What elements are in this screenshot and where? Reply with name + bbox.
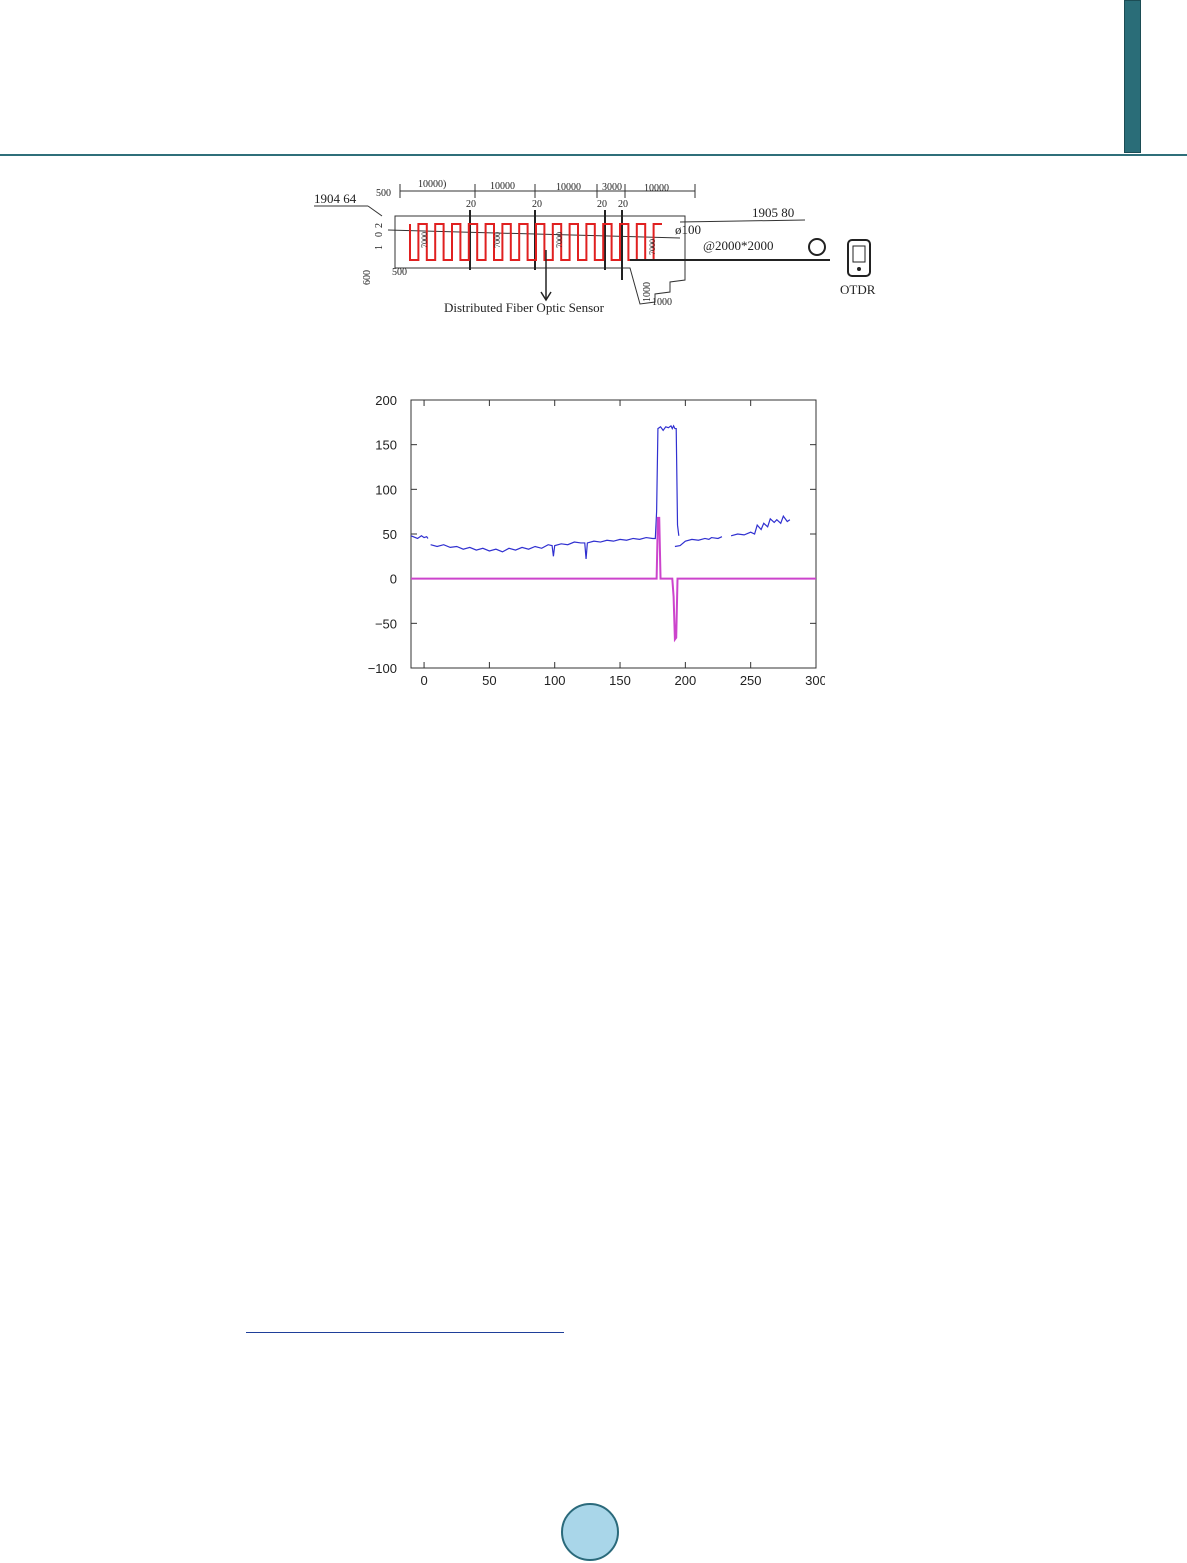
bottom-right-dim-1000a: 1000 [642,282,653,302]
bottom-right-dim-1000b: 1000 [652,297,672,308]
inner-label-3: 7000 [555,232,564,248]
sensor-layout-diagram: 500 10000) 10000 10000 3000 10000 1904 6… [300,170,890,320]
x-tick-label: 200 [675,673,697,688]
left-dim-2: 2 [374,223,385,228]
left-dim-1: 1 [374,245,385,250]
left-dim-0: 0 [374,232,385,237]
fiber-serpentine [409,223,662,261]
otdr-device-icon [847,239,871,277]
inner-label-1: 7000 [420,232,429,248]
bottom-left-dim-500: 500 [392,267,407,278]
pipe-diameter: ø100 [675,222,701,237]
mark-20-c: 20 [597,199,607,210]
dim-3000: 3000 [602,182,622,193]
dim-10000-c: 10000 [556,182,581,193]
header-rule [0,154,1187,156]
page-number-badge [561,1503,619,1561]
chart-svg: 200 150 100 50 0 −50 −100 0 50 100 150 200 250 300 [368,393,827,688]
diagram-svg: 500 10000) 10000 10000 3000 10000 1904 6… [314,179,876,315]
dim-10000-b: 10000 [490,181,515,192]
inner-label-4: 7000 [648,239,657,255]
x-tick-label: 250 [740,673,762,688]
fiber-reel [808,238,826,256]
y-tick-label: 100 [375,482,397,497]
x-tick-label: 0 [420,673,427,688]
sensor-label: Distributed Fiber Optic Sensor [444,300,605,315]
bottom-left-dim-600: 600 [362,270,373,285]
series-line-blue [430,424,680,560]
series-line-blue [730,514,791,537]
y-tick-label: −50 [375,616,397,631]
inner-label-2: 7000 [493,232,502,248]
elevation-left: 1904 64 [314,191,357,206]
strain-chart: 200 150 100 50 0 −50 −100 0 50 100 150 200 250 300 [355,388,827,688]
mark-20-a: 20 [466,199,476,210]
x-tick-label: 150 [609,673,631,688]
slope-outline [394,215,686,305]
y-tick-label: 0 [390,572,397,587]
dim-10000-d: 10000 [644,183,669,194]
footnote-rule [246,1332,564,1333]
series-line-blue [410,535,429,540]
y-tick-label: 150 [375,438,397,453]
y-tick-label: −100 [368,661,397,676]
dim-500: 500 [376,188,391,199]
top-dimension-ticks [399,184,696,198]
dim-10000-a: 10000) [418,179,446,190]
plot-area-frame [410,399,817,669]
x-tick-label: 50 [482,673,496,688]
mark-20-b: 20 [532,199,542,210]
x-tick-label: 100 [544,673,566,688]
y-tick-label: 50 [383,527,397,542]
x-tick-label: 300 [805,673,825,688]
series-line-magenta [411,516,816,643]
mark-20-d: 20 [618,199,628,210]
y-tick-label: 200 [375,393,397,408]
series-line-blue [674,536,723,548]
pipe-spacing: @2000*2000 [703,238,773,253]
header-color-tab [1124,0,1141,153]
otdr-label: OTDR [840,282,876,297]
elevation-right: 1905 80 [752,205,794,220]
